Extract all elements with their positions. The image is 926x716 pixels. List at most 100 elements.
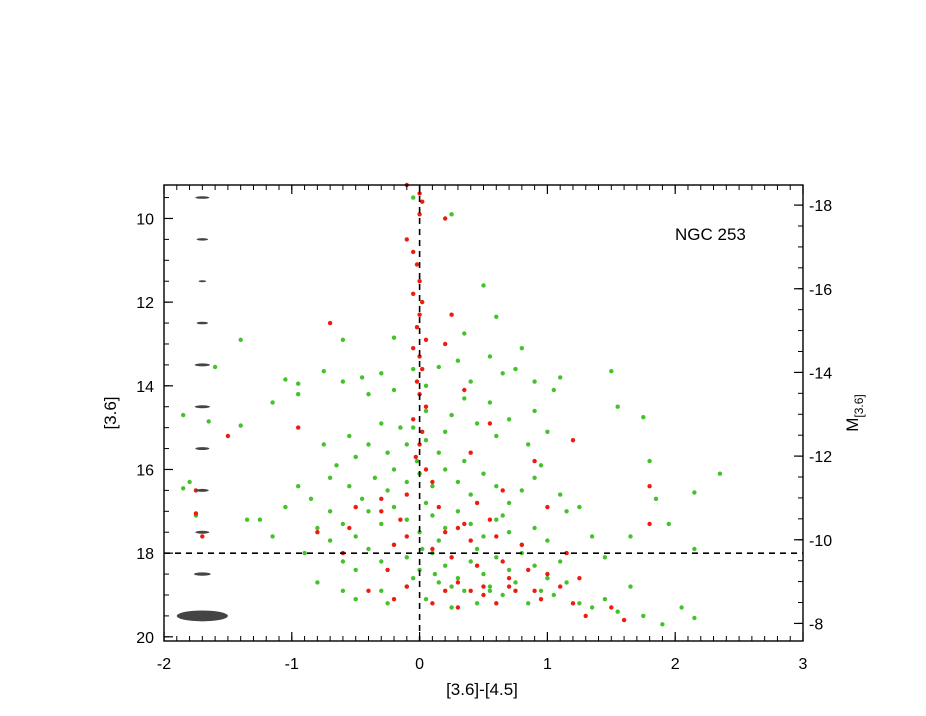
data-point-green: [474, 601, 480, 606]
data-point-green: [443, 563, 448, 568]
data-point-green: [519, 488, 524, 493]
data-point-red: [455, 605, 461, 610]
data-point-red: [436, 504, 441, 510]
data-point-red: [413, 454, 418, 460]
data-point-red: [564, 550, 569, 556]
data-point-green: [340, 588, 346, 593]
y2-tick-label: -16: [809, 282, 832, 299]
data-point-green: [411, 366, 416, 372]
data-point-green: [545, 429, 550, 434]
data-point-green: [414, 458, 420, 464]
data-point-red: [513, 588, 518, 593]
data-point-green: [340, 337, 346, 342]
data-point-green: [532, 525, 537, 531]
y-axis-title: [3.6]: [101, 396, 120, 429]
data-point-green: [506, 417, 512, 422]
data-point-green: [545, 576, 550, 581]
error-ellipse: [176, 610, 228, 622]
data-point-red: [481, 592, 486, 598]
data-point-green: [327, 475, 333, 480]
data-point-red: [545, 504, 550, 510]
data-point-green: [532, 408, 537, 414]
data-point-green: [296, 381, 301, 386]
data-point-green: [391, 467, 397, 472]
data-point-green: [181, 412, 186, 418]
data-point-green: [692, 546, 697, 552]
data-point-green: [564, 580, 569, 585]
y2-tick-label: -12: [809, 449, 832, 466]
data-point-green: [589, 534, 595, 539]
data-point-green: [417, 567, 422, 573]
data-point-green: [430, 513, 435, 518]
data-point-green: [404, 517, 409, 522]
data-point-green: [449, 412, 454, 418]
error-ellipse: [195, 196, 210, 199]
data-point-red: [379, 509, 384, 514]
data-point-red: [443, 530, 448, 535]
data-point-green: [283, 377, 288, 382]
data-point-green: [353, 454, 358, 460]
data-point-green: [449, 605, 454, 610]
data-point-green: [500, 513, 505, 518]
data-point-green: [359, 375, 365, 380]
data-point-green: [420, 546, 425, 552]
data-point-red: [532, 458, 537, 464]
data-point-green: [296, 392, 301, 397]
data-point-red: [398, 517, 403, 522]
data-point-red: [474, 563, 480, 568]
data-point-green: [385, 488, 390, 493]
data-point-green: [212, 364, 218, 370]
y2-tick-label: -8: [809, 616, 823, 633]
data-point-red: [494, 601, 499, 606]
data-point-green: [238, 423, 243, 428]
data-point-red: [417, 312, 422, 317]
data-point-green: [353, 567, 358, 573]
data-point-red: [404, 584, 409, 589]
data-point-green: [423, 597, 429, 602]
data-point-green: [359, 496, 365, 501]
data-point-green: [513, 366, 518, 372]
data-point-green: [494, 484, 499, 489]
data-point-green: [385, 450, 390, 455]
data-point-green: [462, 331, 467, 336]
data-point-green: [481, 534, 486, 539]
x-tick-label: 2: [671, 656, 680, 673]
data-point-green: [270, 534, 275, 539]
data-point-green: [615, 404, 620, 409]
data-point-green: [308, 496, 314, 501]
data-point-green: [423, 438, 429, 443]
data-point-green: [494, 433, 499, 439]
data-point-green: [455, 479, 461, 485]
data-point-green: [532, 379, 537, 384]
data-point-red: [443, 588, 448, 593]
data-point-red: [455, 580, 461, 585]
y-tick-label: 12: [136, 295, 154, 312]
data-point-red: [414, 262, 420, 267]
data-point-green: [487, 354, 493, 359]
x-tick-label: 3: [799, 656, 808, 673]
error-ellipse: [198, 280, 207, 283]
data-point-green: [487, 584, 493, 589]
data-point-red: [487, 421, 493, 426]
data-point-green: [602, 555, 608, 560]
data-point-green: [513, 580, 518, 585]
data-point-red: [404, 534, 409, 539]
data-point-red: [500, 488, 505, 493]
data-point-red: [296, 425, 301, 430]
error-ellipse: [196, 238, 209, 241]
data-point-red: [430, 546, 435, 552]
data-point-green: [558, 375, 563, 380]
data-point-red: [423, 467, 429, 472]
data-point-green: [717, 471, 723, 476]
data-point-red: [468, 450, 473, 455]
data-point-red: [193, 488, 199, 493]
data-point-green: [302, 550, 307, 556]
data-point-red: [449, 555, 454, 560]
data-point-green: [283, 504, 288, 510]
y-tick-label: 14: [136, 379, 154, 396]
data-point-green: [436, 538, 441, 543]
data-point-green: [519, 346, 524, 351]
data-point-green: [449, 212, 454, 217]
data-point-red: [583, 613, 588, 619]
